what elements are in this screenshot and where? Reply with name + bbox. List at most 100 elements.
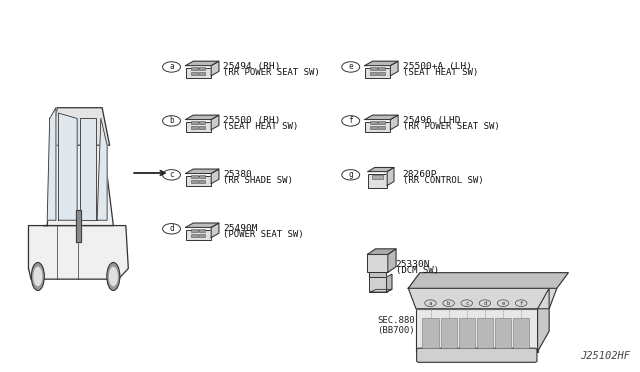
Text: (RR CONTROL SW): (RR CONTROL SW) bbox=[403, 176, 483, 185]
FancyBboxPatch shape bbox=[199, 180, 205, 183]
Polygon shape bbox=[29, 225, 128, 279]
FancyBboxPatch shape bbox=[371, 72, 377, 75]
Ellipse shape bbox=[107, 263, 120, 291]
Polygon shape bbox=[211, 61, 219, 76]
Text: (POWER SEAT SW): (POWER SEAT SW) bbox=[223, 230, 304, 239]
Polygon shape bbox=[97, 118, 107, 220]
Text: (RR POWER SEAT SW): (RR POWER SEAT SW) bbox=[223, 68, 320, 77]
FancyBboxPatch shape bbox=[186, 68, 211, 78]
Polygon shape bbox=[47, 108, 56, 220]
FancyBboxPatch shape bbox=[365, 68, 390, 78]
FancyBboxPatch shape bbox=[191, 67, 198, 70]
Text: e: e bbox=[348, 62, 353, 71]
FancyBboxPatch shape bbox=[191, 175, 198, 178]
FancyBboxPatch shape bbox=[459, 318, 475, 348]
FancyBboxPatch shape bbox=[371, 126, 377, 129]
FancyBboxPatch shape bbox=[378, 67, 385, 70]
Text: SEC.880
(BB700): SEC.880 (BB700) bbox=[378, 316, 415, 335]
FancyBboxPatch shape bbox=[495, 318, 511, 348]
Ellipse shape bbox=[109, 267, 118, 286]
Text: f: f bbox=[520, 301, 523, 306]
Text: J25102HF: J25102HF bbox=[580, 351, 630, 361]
FancyBboxPatch shape bbox=[513, 318, 529, 348]
FancyBboxPatch shape bbox=[191, 234, 198, 237]
Text: (DCM SW): (DCM SW) bbox=[396, 266, 438, 275]
Polygon shape bbox=[186, 115, 219, 119]
Polygon shape bbox=[538, 288, 549, 352]
FancyBboxPatch shape bbox=[416, 309, 538, 352]
FancyBboxPatch shape bbox=[368, 174, 387, 188]
Text: f: f bbox=[348, 116, 353, 125]
Polygon shape bbox=[211, 115, 219, 130]
FancyBboxPatch shape bbox=[199, 67, 205, 70]
Polygon shape bbox=[368, 167, 394, 171]
Text: 25496 (LHD: 25496 (LHD bbox=[403, 116, 460, 125]
FancyBboxPatch shape bbox=[371, 67, 377, 70]
Polygon shape bbox=[371, 289, 392, 292]
Text: 25490M: 25490M bbox=[223, 224, 258, 232]
FancyBboxPatch shape bbox=[191, 126, 198, 129]
FancyBboxPatch shape bbox=[199, 229, 205, 232]
Text: a: a bbox=[429, 301, 432, 306]
FancyBboxPatch shape bbox=[191, 229, 198, 232]
Text: 25494 (RH): 25494 (RH) bbox=[223, 62, 281, 71]
Text: 28260P: 28260P bbox=[403, 170, 437, 179]
FancyBboxPatch shape bbox=[372, 175, 383, 179]
Text: e: e bbox=[501, 301, 505, 306]
FancyBboxPatch shape bbox=[378, 126, 385, 129]
Text: c: c bbox=[465, 301, 468, 306]
Text: (RR POWER SEAT SW): (RR POWER SEAT SW) bbox=[403, 122, 499, 131]
Polygon shape bbox=[186, 223, 219, 227]
Text: b: b bbox=[169, 116, 174, 125]
Polygon shape bbox=[365, 115, 398, 119]
FancyBboxPatch shape bbox=[191, 121, 198, 124]
Polygon shape bbox=[211, 223, 219, 238]
Text: (SEAT HEAT SW): (SEAT HEAT SW) bbox=[223, 122, 299, 131]
FancyBboxPatch shape bbox=[199, 234, 205, 237]
FancyBboxPatch shape bbox=[440, 318, 457, 348]
Polygon shape bbox=[390, 61, 398, 76]
FancyBboxPatch shape bbox=[191, 72, 198, 75]
FancyBboxPatch shape bbox=[422, 318, 438, 348]
Text: d: d bbox=[169, 224, 174, 233]
Polygon shape bbox=[44, 145, 113, 225]
FancyBboxPatch shape bbox=[417, 348, 537, 362]
FancyBboxPatch shape bbox=[186, 230, 211, 240]
FancyBboxPatch shape bbox=[477, 318, 493, 348]
FancyBboxPatch shape bbox=[199, 72, 205, 75]
Polygon shape bbox=[387, 167, 394, 186]
Polygon shape bbox=[186, 169, 219, 173]
Polygon shape bbox=[211, 169, 219, 184]
FancyBboxPatch shape bbox=[191, 180, 198, 183]
Text: b: b bbox=[447, 301, 451, 306]
Polygon shape bbox=[408, 273, 568, 288]
Text: c: c bbox=[169, 170, 174, 179]
Text: (SEAT HEAT SW): (SEAT HEAT SW) bbox=[403, 68, 478, 77]
FancyBboxPatch shape bbox=[365, 122, 390, 132]
FancyBboxPatch shape bbox=[199, 121, 205, 124]
FancyBboxPatch shape bbox=[186, 176, 211, 186]
Text: g: g bbox=[348, 170, 353, 179]
Ellipse shape bbox=[31, 263, 44, 291]
FancyBboxPatch shape bbox=[367, 254, 388, 272]
Polygon shape bbox=[365, 61, 398, 65]
FancyBboxPatch shape bbox=[186, 122, 211, 132]
Text: 25500+A (LH): 25500+A (LH) bbox=[403, 62, 472, 71]
Ellipse shape bbox=[33, 267, 42, 286]
Polygon shape bbox=[76, 209, 81, 242]
Polygon shape bbox=[408, 288, 557, 309]
FancyBboxPatch shape bbox=[371, 121, 377, 124]
Polygon shape bbox=[58, 113, 77, 220]
FancyBboxPatch shape bbox=[378, 121, 385, 124]
Text: a: a bbox=[169, 62, 174, 71]
Polygon shape bbox=[369, 272, 386, 277]
Polygon shape bbox=[367, 249, 396, 254]
FancyBboxPatch shape bbox=[199, 126, 205, 129]
Polygon shape bbox=[388, 249, 396, 272]
FancyBboxPatch shape bbox=[378, 72, 385, 75]
Text: 25500 (RH): 25500 (RH) bbox=[223, 116, 281, 125]
Polygon shape bbox=[186, 61, 219, 65]
Polygon shape bbox=[387, 274, 392, 292]
FancyBboxPatch shape bbox=[369, 277, 387, 292]
Text: (RR SHADE SW): (RR SHADE SW) bbox=[223, 176, 293, 185]
